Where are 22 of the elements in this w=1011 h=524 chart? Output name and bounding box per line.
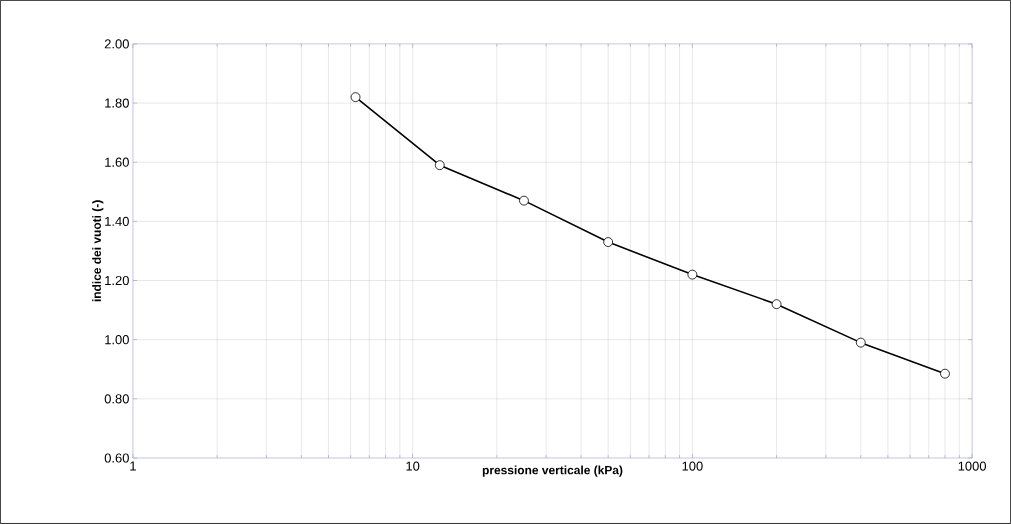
point	[434, 160, 445, 171]
point	[603, 237, 614, 247]
y-tick-label: 0.60	[104, 453, 129, 463]
y-tick-label: 1.80	[105, 98, 129, 108]
point	[771, 299, 782, 310]
point	[687, 269, 698, 280]
x-axis-title: pressione verticale (kPa)	[482, 465, 623, 477]
y-tick-label: 1.40	[105, 216, 129, 226]
x-tick-label: 1	[130, 461, 136, 471]
y-tick-label: 2.00	[104, 39, 129, 49]
y-tick-label: 1.00	[105, 335, 129, 345]
x-tick-label: 1000	[958, 461, 986, 471]
y-tick-label: 0.80	[104, 394, 129, 404]
y-tick-label: 1.20	[105, 275, 129, 286]
point	[855, 337, 866, 348]
x-tick-label: 10	[406, 461, 420, 471]
point	[350, 92, 361, 103]
y-axis-title: indice dei vuoti (-)	[92, 200, 104, 302]
point	[940, 368, 950, 379]
point	[519, 195, 529, 206]
x-tick-label: 100	[682, 461, 703, 471]
y-tick-label: 1.60	[105, 157, 129, 167]
